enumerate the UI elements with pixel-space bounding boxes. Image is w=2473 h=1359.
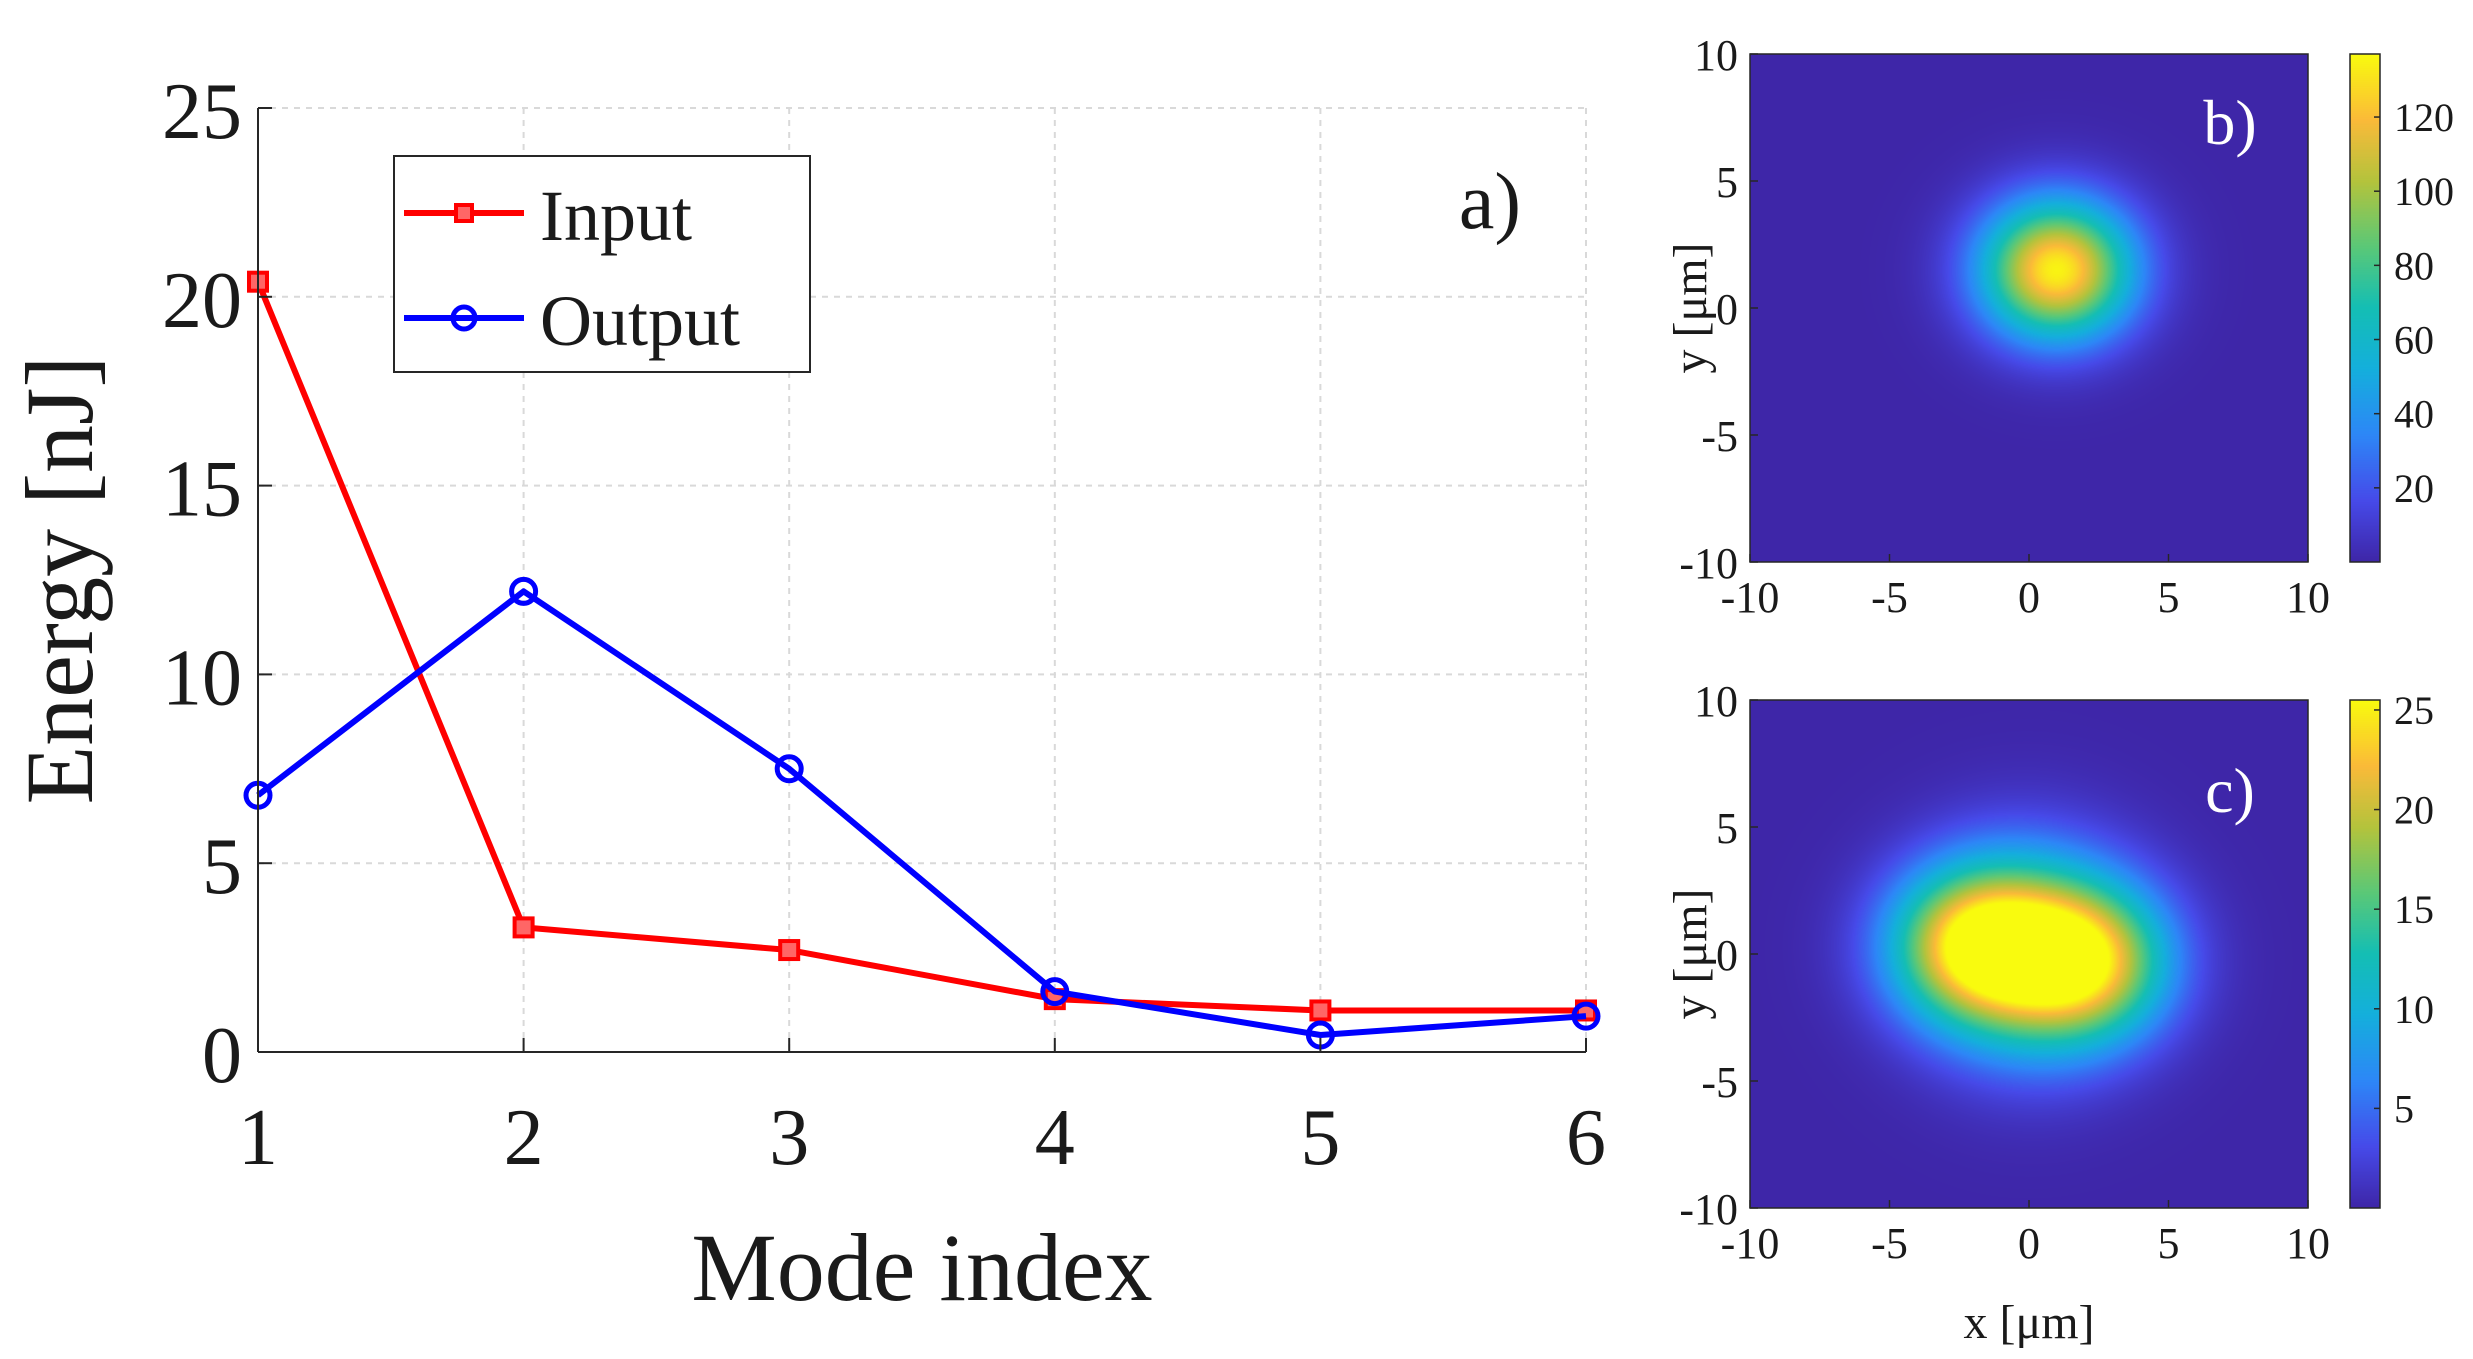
panel-b-heatmap [1750,54,2308,562]
series-output-point [774,754,804,784]
colorbar-tick-label: 20 [2394,466,2434,511]
panel-c-label: c) [2205,755,2255,826]
panel-a-ytick-label: 25 [162,68,242,156]
colorbar-tick-label: 60 [2394,318,2434,363]
legend-input-square-icon [454,203,474,223]
panel-b-heatmap-canvas [1750,54,2308,562]
panel-b-colorbar-ticks: 20 40 60 80 100 120 [2374,95,2454,511]
heatmap-xtick-label: -5 [1871,573,1908,622]
heatmap-xtick-label: 5 [2158,573,2180,622]
series-input-line [255,280,1586,1014]
panel-a-xtick-label: 3 [769,1094,809,1182]
heatmap-xtick-label: 0 [2018,1219,2040,1268]
panel-c-heatmap-canvas [1750,700,2308,1208]
panel-c-ticks: -10 -5 0 5 10 -10 -5 0 5 10 [1679,677,2330,1268]
panel-a-ytick-label: 5 [202,823,242,911]
panel-a-series [243,270,1601,1050]
legend-output-label: Output [540,281,740,361]
series-output-point [1040,977,1070,1007]
colorbar-tick-label: 5 [2394,1086,2414,1131]
panel-a: 0 5 10 15 20 25 1 2 3 4 5 6 a) Mode index Energy [n… [6,68,1606,1321]
legend-input-label: Input [540,176,692,256]
series-output-point [509,576,539,606]
heatmap-xtick-label: 10 [2286,1219,2330,1268]
panel-c: -10 -5 0 5 10 -10 -5 0 5 10 c) y [μm] x [μm] 5 10 1… [1664,677,2434,1349]
panel-b-colorbar [2350,54,2380,562]
heatmap-ytick-label: 10 [1694,31,1738,80]
panel-c-ylabel: y [μm] [1664,888,1717,1019]
legend-box [393,155,811,373]
panel-a-xtick-label: 6 [1566,1094,1606,1182]
panel-b: -10 -5 0 5 10 -10 -5 0 5 10 b) y [μm] 20 40 60 80 100… [1664,31,2454,622]
panel-c-colorbar [2350,700,2380,1208]
panel-a-ylabel: Energy [nJ] [6,356,113,805]
panel-b-colorbar-canvas [2350,54,2380,562]
heatmap-ytick-label: 5 [1716,158,1738,207]
panel-a-ytick-label: 20 [162,257,242,345]
panel-a-ytick-label: 10 [162,634,242,722]
heatmap-ytick-label: 5 [1716,804,1738,853]
heatmap-xtick-label: 0 [2018,573,2040,622]
panel-a-label: a) [1459,158,1521,246]
heatmap-xtick-label: -10 [1721,1219,1780,1268]
panel-a-xlabel: Mode index [691,1214,1152,1321]
panel-a-ytick-label: 15 [162,446,242,534]
colorbar-tick-label: 40 [2394,392,2434,437]
heatmap-ytick-label: 0 [1716,285,1738,334]
colorbar-tick-label: 25 [2394,688,2434,733]
panel-b-label: b) [2203,87,2256,158]
series-input-point [512,916,535,939]
heatmap-xtick-label: -10 [1721,573,1780,622]
heatmap-ytick-label: -10 [1679,1185,1738,1234]
panel-b-ylabel: y [μm] [1664,242,1717,373]
heatmap-ytick-label: -10 [1679,539,1738,588]
panel-b-ticks: -10 -5 0 5 10 -10 -5 0 5 10 [1679,31,2330,622]
panel-a-ticks: 0 5 10 15 20 25 1 2 3 4 5 6 [162,68,1606,1182]
colorbar-tick-label: 20 [2394,788,2434,833]
heatmap-ytick-label: 0 [1716,931,1738,980]
heatmap-xtick-label: -5 [1871,1219,1908,1268]
panel-a-ytick-label: 0 [202,1012,242,1100]
series-output-line [256,588,1587,1039]
panel-c-colorbar-canvas [2350,700,2380,1208]
heatmap-ytick-label: -5 [1701,1058,1738,1107]
panel-a-xtick-label: 1 [238,1094,278,1182]
colorbar-tick-label: 100 [2394,169,2454,214]
heatmap-ytick-label: -5 [1701,412,1738,461]
series-output-point [1571,1001,1601,1031]
colorbar-tick-label: 15 [2394,887,2434,932]
heatmap-ytick-label: 10 [1694,677,1738,726]
panel-a-xtick-label: 4 [1035,1094,1075,1182]
panel-a-xtick-label: 5 [1300,1094,1340,1182]
panel-c-colorbar-frame [2349,699,2381,1209]
colorbar-tick-label: 120 [2394,95,2454,140]
heatmap-xtick-label: 10 [2286,573,2330,622]
heatmap-xtick-label: 5 [2158,1219,2180,1268]
panel-c-heatmap [1750,700,2308,1208]
panel-c-xlabel: x [μm] [1963,1296,2094,1349]
legend-output-circle-icon [450,304,478,332]
panel-a-xtick-label: 2 [504,1094,544,1182]
series-input-point [1309,999,1332,1022]
panel-b-colorbar-frame [2349,53,2381,563]
series-input-point [778,939,801,962]
panel-c-colorbar-ticks: 5 10 15 20 25 [2374,688,2434,1131]
colorbar-tick-label: 10 [2394,987,2434,1032]
colorbar-tick-label: 80 [2394,243,2434,288]
legend: Input Output [393,155,811,373]
